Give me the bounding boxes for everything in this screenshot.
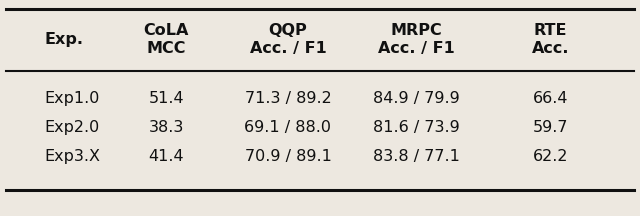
Text: 84.9 / 79.9: 84.9 / 79.9 xyxy=(372,91,460,106)
Text: 62.2: 62.2 xyxy=(532,149,568,164)
Text: Exp3.X: Exp3.X xyxy=(45,149,101,164)
Text: QQP
Acc. / F1: QQP Acc. / F1 xyxy=(250,24,326,56)
Text: 81.6 / 73.9: 81.6 / 73.9 xyxy=(372,120,460,135)
Text: 41.4: 41.4 xyxy=(148,149,184,164)
Text: 38.3: 38.3 xyxy=(148,120,184,135)
Text: MRPC
Acc. / F1: MRPC Acc. / F1 xyxy=(378,24,454,56)
Text: 70.9 / 89.1: 70.9 / 89.1 xyxy=(244,149,332,164)
Text: RTE
Acc.: RTE Acc. xyxy=(532,24,569,56)
Text: 71.3 / 89.2: 71.3 / 89.2 xyxy=(244,91,332,106)
Text: Exp.: Exp. xyxy=(45,32,84,48)
Text: 83.8 / 77.1: 83.8 / 77.1 xyxy=(372,149,460,164)
Text: 69.1 / 88.0: 69.1 / 88.0 xyxy=(244,120,332,135)
Text: CoLA
MCC: CoLA MCC xyxy=(144,24,189,56)
Text: Exp2.0: Exp2.0 xyxy=(45,120,100,135)
Text: 66.4: 66.4 xyxy=(532,91,568,106)
Text: 51.4: 51.4 xyxy=(148,91,184,106)
Text: 59.7: 59.7 xyxy=(532,120,568,135)
Text: Exp1.0: Exp1.0 xyxy=(45,91,100,106)
